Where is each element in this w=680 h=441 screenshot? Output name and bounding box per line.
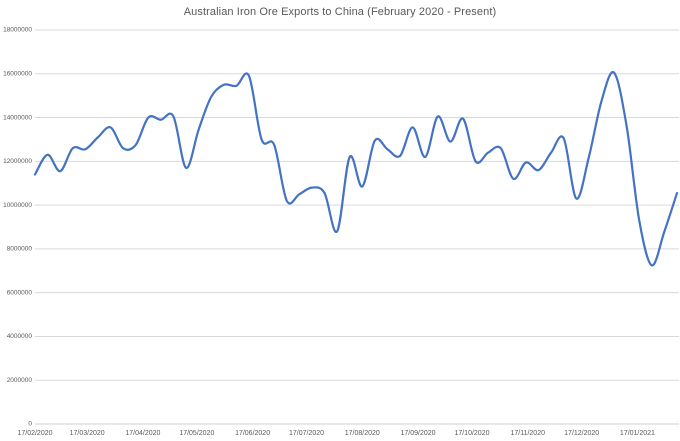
x-axis-label: 17/04/2020 [125,430,160,437]
y-axis-label: 8000000 [7,246,33,253]
chart-title: Australian Iron Ore Exports to China (Fe… [183,6,497,18]
y-axis-label: 2000000 [7,377,33,384]
x-axis-label: 17/10/2020 [454,430,489,437]
x-axis-label: 17/12/2020 [564,430,599,437]
y-axis-label: 0 [28,421,32,428]
y-axis-label: 14000000 [3,114,32,121]
x-axis-label: 17/03/2020 [70,430,105,437]
x-axis-label: 17/01/2021 [620,430,655,437]
y-axis-label: 6000000 [7,289,33,296]
x-axis-label: 17/06/2020 [235,430,270,437]
x-axis-label: 17/07/2020 [289,430,324,437]
y-axis-label: 18000000 [3,27,32,34]
series-line [33,71,679,267]
y-axis-label: 12000000 [3,158,32,165]
x-axis-label: 17/11/2020 [510,430,545,437]
x-axis-label: 17/08/2020 [345,430,380,437]
x-axis-label: 17/05/2020 [179,430,214,437]
y-axis-label: 16000000 [3,70,32,77]
y-axis-label: 10000000 [3,202,32,209]
x-axis-label: 17/09/2020 [401,430,436,437]
x-axis-label: 17/02/2020 [17,430,52,437]
y-axis-label: 4000000 [7,333,33,340]
